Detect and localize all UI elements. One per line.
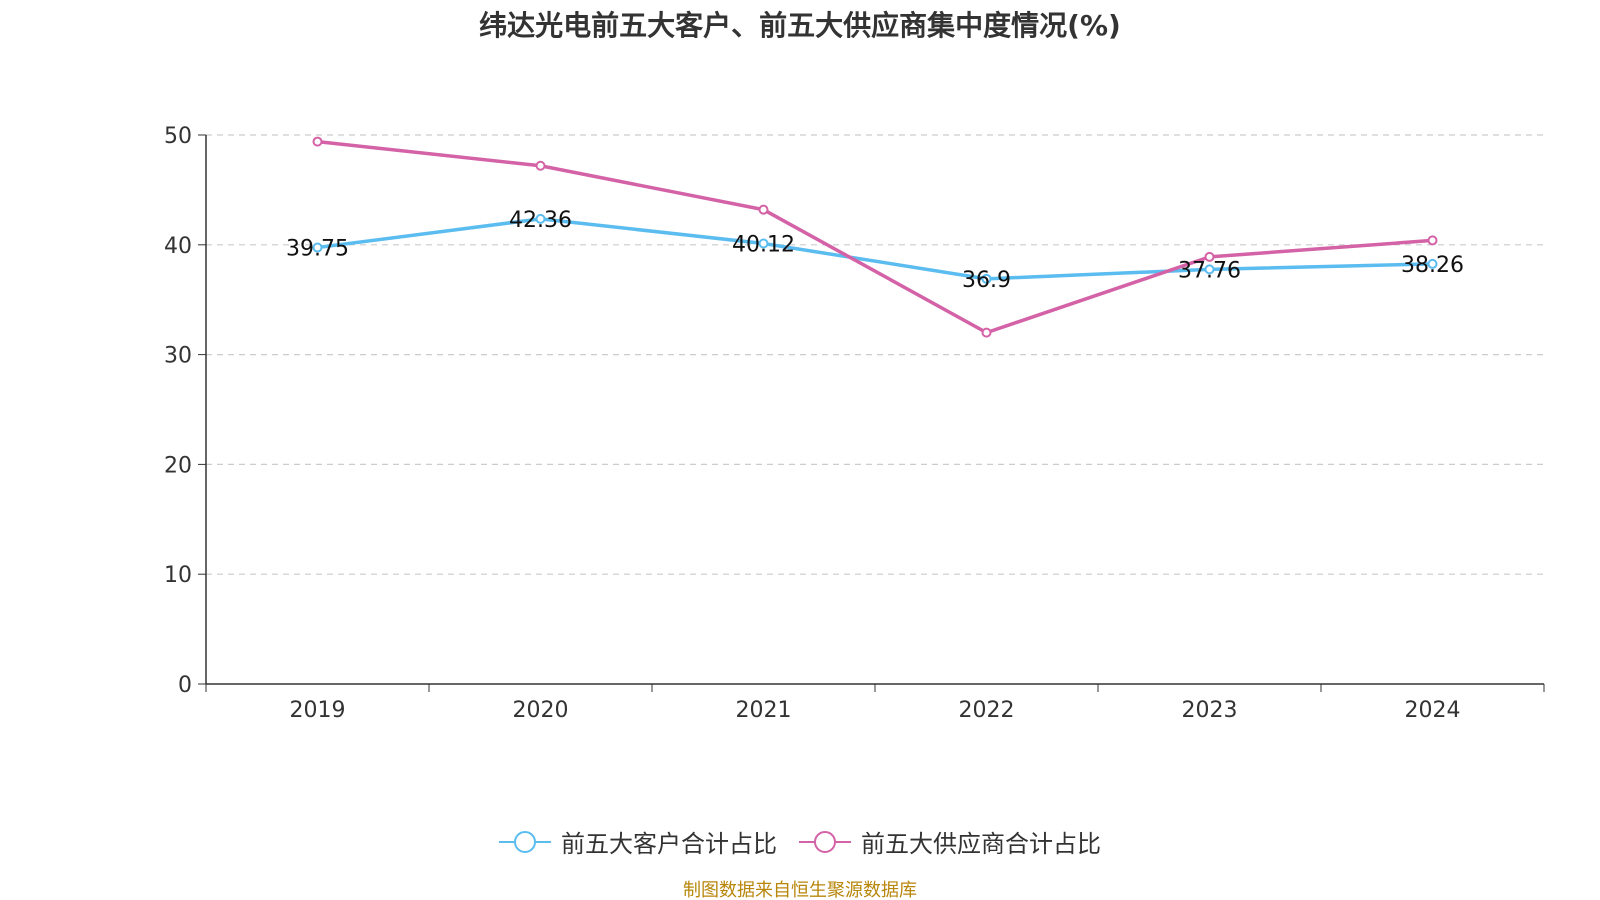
data-label: 42.36: [509, 208, 572, 233]
legend-item-customers[interactable]: 前五大客户合计占比: [499, 824, 777, 859]
y-tick-label: 30: [164, 344, 192, 369]
x-tick-label: 2020: [513, 698, 569, 723]
x-tick-label: 2019: [290, 698, 346, 723]
y-tick-label: 20: [164, 453, 192, 478]
data-point: [758, 204, 769, 215]
grid-lines: [206, 134, 1544, 575]
data-label: 39.75: [286, 237, 349, 262]
data-point: [312, 242, 323, 253]
y-tick-label: 0: [178, 673, 192, 698]
data-point: [758, 238, 769, 249]
data-point: [1204, 264, 1215, 275]
legend-suppliers-icon: [799, 830, 851, 853]
legend-label-customers: 前五大客户合计占比: [561, 830, 777, 858]
data-point: [1427, 258, 1438, 269]
y-tick-label: 50: [164, 124, 192, 149]
legend-customers-icon: [499, 830, 551, 853]
data-point: [535, 160, 546, 171]
data-point: [535, 213, 546, 224]
series-line-1: [317, 139, 1433, 335]
legend-label-suppliers: 前五大供应商合计占比: [861, 830, 1101, 858]
source-note: 制图数据来自恒生聚源数据库: [683, 880, 917, 900]
chart-title: 纬达光电前五大客户、前五大供应商集中度情况(%): [479, 9, 1121, 42]
data-label: 40.12: [732, 232, 795, 257]
data-point: [312, 136, 323, 147]
data-label: 37.76: [1178, 258, 1241, 283]
legend-item-suppliers[interactable]: 前五大供应商合计占比: [799, 824, 1101, 859]
series-lines: [312, 136, 1438, 338]
data-point: [981, 327, 992, 338]
data-point: [1427, 235, 1438, 246]
y-tick-label: 40: [164, 234, 192, 259]
data-labels: 39.75 42.36 40.12 36.9 37.76 38.26: [286, 208, 1464, 293]
y-tick-label: 10: [164, 563, 192, 588]
data-label: 36.9: [962, 268, 1011, 293]
x-tick-label: 2021: [736, 698, 792, 723]
data-point: [981, 273, 992, 284]
data-point: [1204, 251, 1215, 262]
x-tick-label: 2022: [959, 698, 1015, 723]
data-label: 38.26: [1401, 253, 1464, 278]
x-tick-label: 2023: [1182, 698, 1238, 723]
x-tick-label: 2024: [1405, 698, 1461, 723]
series-line-0: [317, 217, 1433, 281]
axes: 0 10 20 30 40 50 2019 2020 2021 2022 2023 2024: [164, 124, 1545, 723]
legend: 前五大客户合计占比 前五大供应商合计占比: [0, 824, 1600, 859]
